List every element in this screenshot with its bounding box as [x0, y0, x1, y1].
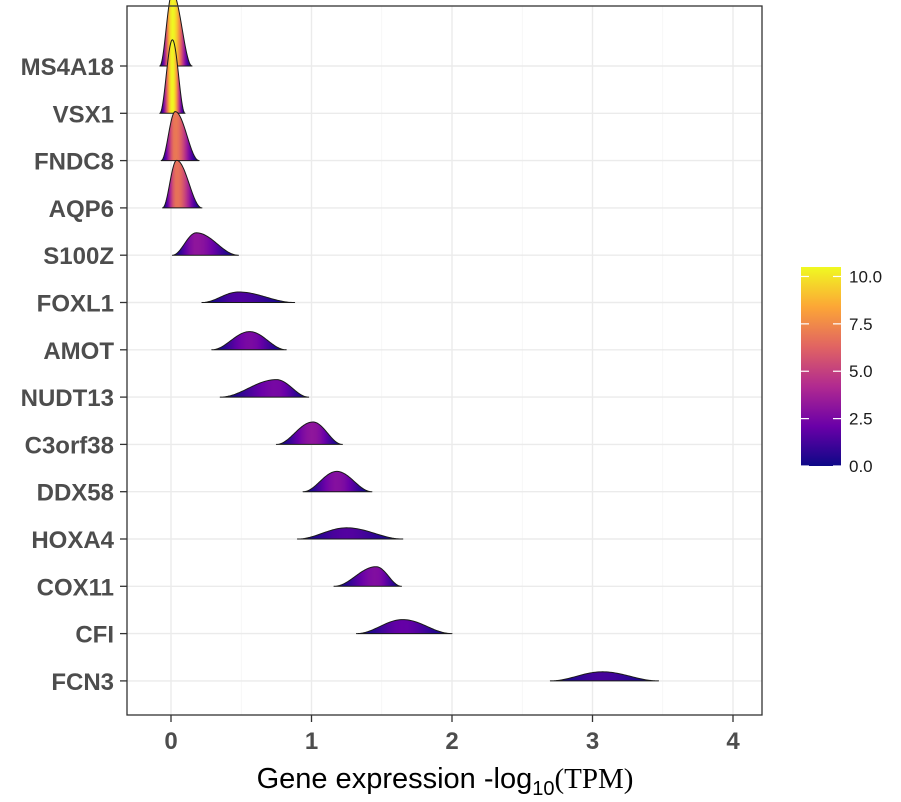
- legend-tick-label: 10.0: [849, 267, 882, 286]
- x-axis-title-suffix: (TPM): [554, 763, 633, 795]
- y-tick-label: FNDC8: [34, 149, 114, 176]
- x-tick-label: 1: [305, 728, 318, 755]
- y-tick-label: FCN3: [51, 669, 114, 696]
- x-axis-title-subscript: 10: [532, 778, 554, 800]
- legend-tick-label: 7.5: [849, 315, 873, 334]
- ridge-MS4A18: [159, 0, 193, 67]
- x-axis-title: Gene expression -log10(TPM): [257, 763, 634, 800]
- ridge-VSX1: [159, 39, 186, 114]
- ridge-AMOT: [211, 331, 287, 351]
- legend-tick-label: 5.0: [849, 362, 873, 381]
- legend-colorbar: [801, 267, 841, 466]
- ridge-AQP6: [162, 159, 203, 209]
- y-tick-label: S100Z: [43, 243, 114, 270]
- y-tick-label: VSX1: [53, 101, 114, 128]
- y-tick-label: DDX58: [37, 480, 114, 507]
- ridge-C3orf38: [275, 421, 343, 445]
- x-tick-label: 4: [726, 728, 740, 755]
- ridge-DDX58: [302, 470, 373, 493]
- y-tick-label: AMOT: [43, 338, 114, 365]
- y-tick-label: FOXL1: [37, 291, 114, 318]
- x-tick-label: 2: [445, 728, 458, 755]
- ridge-S100Z: [171, 232, 239, 256]
- plot-panel-border: [126, 5, 763, 716]
- y-tick-label: CFI: [75, 622, 114, 649]
- y-tick-label: AQP6: [49, 196, 114, 223]
- ridge-NUDT13: [219, 379, 310, 398]
- grid-lines: [127, 6, 762, 715]
- y-tick-label: MS4A18: [21, 54, 114, 81]
- legend-tick-label: 0.0: [849, 457, 873, 476]
- x-axis-title-main: Gene expression -log: [257, 763, 533, 795]
- x-tick-label: 3: [586, 728, 599, 755]
- y-tick-label: C3orf38: [25, 432, 114, 459]
- ridge-HOXA4: [296, 527, 404, 540]
- x-axis: 0 1 2 3 4: [164, 715, 740, 755]
- legend-tick-label: 2.5: [849, 410, 873, 429]
- x-tick-label: 0: [164, 728, 177, 755]
- ridge-FOXL1: [201, 291, 296, 303]
- ridge-FCN3: [549, 671, 660, 682]
- density-ridges: [159, 0, 660, 682]
- y-axis: MS4A18 VSX1 FNDC8 AQP6 S100Z FOXL1 AMOT NUDT13 C…: [21, 54, 127, 696]
- ridge-CFI: [355, 619, 453, 635]
- ridge-COX11: [333, 566, 402, 587]
- y-tick-label: NUDT13: [21, 385, 114, 412]
- y-tick-label: HOXA4: [31, 527, 114, 554]
- ridge-FNDC8: [160, 111, 200, 162]
- color-legend: 0.0 2.5 5.0 7.5 10.0: [801, 267, 882, 476]
- y-tick-label: COX11: [37, 574, 114, 601]
